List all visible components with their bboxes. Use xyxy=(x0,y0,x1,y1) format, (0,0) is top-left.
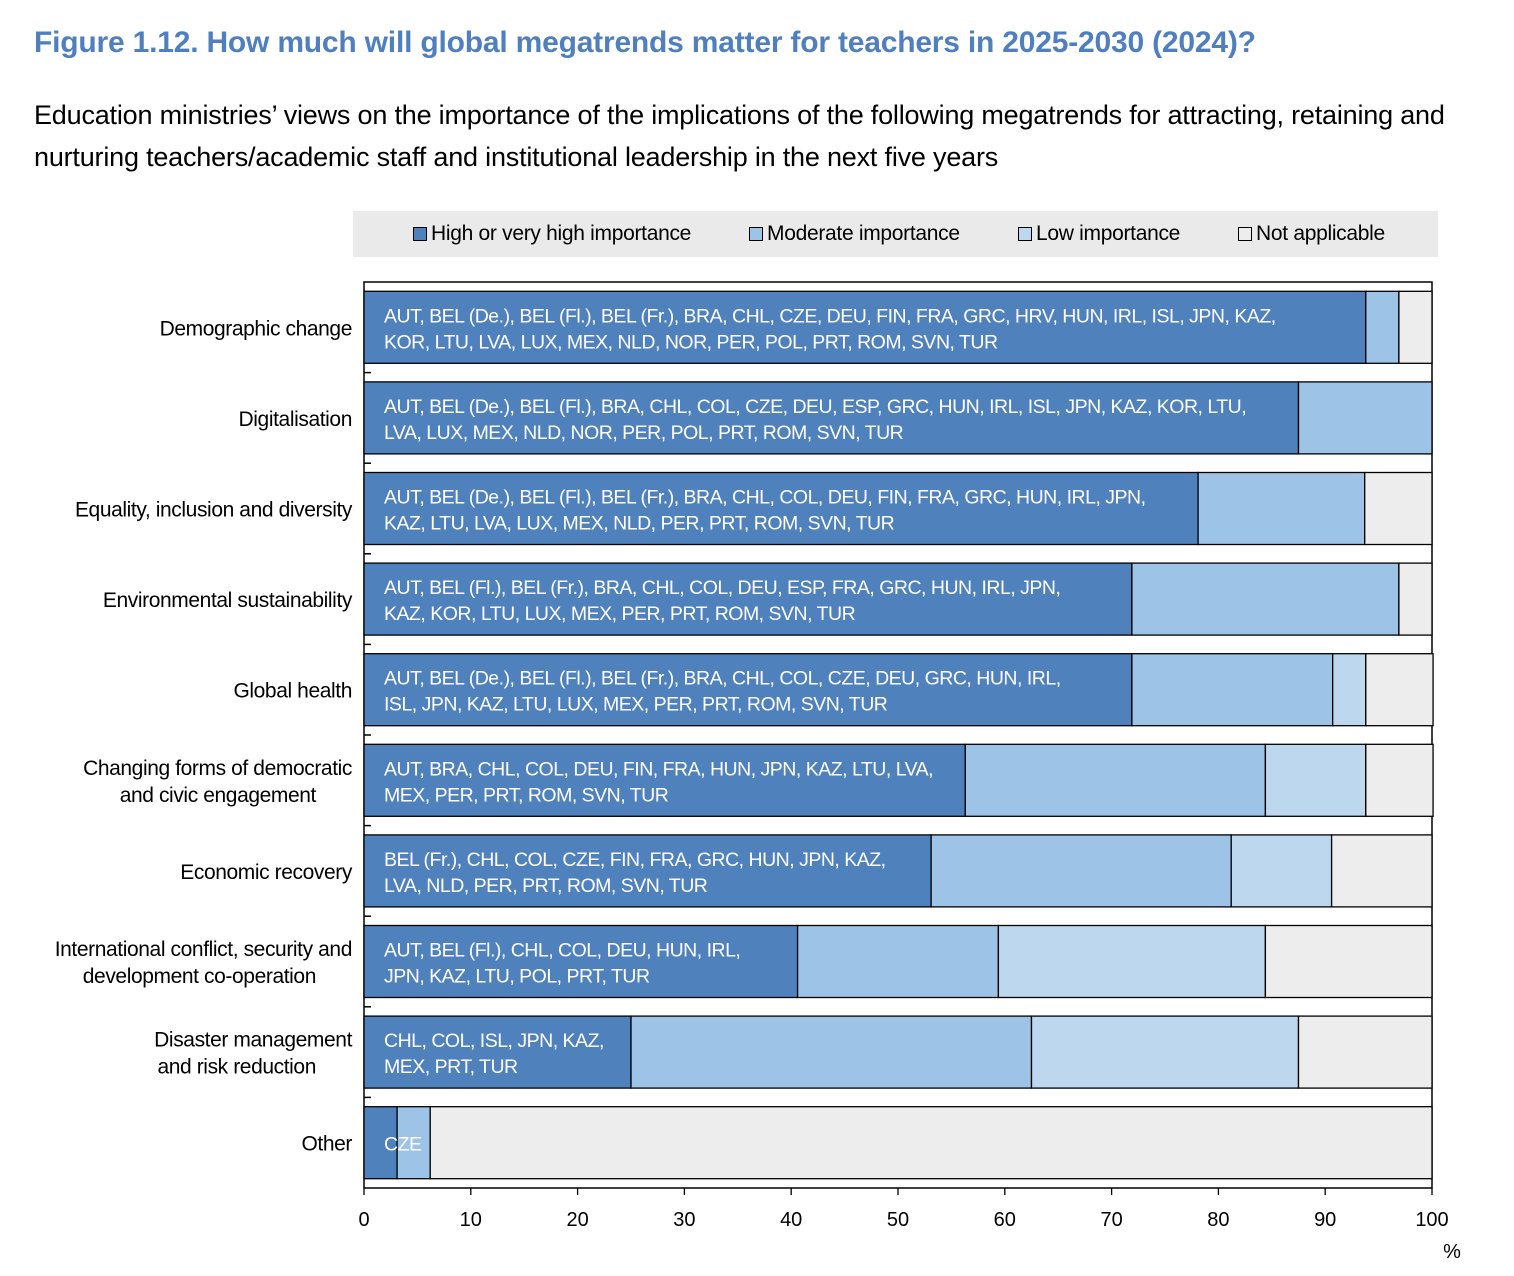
category-label-1: Demographic change xyxy=(160,317,352,340)
bar-moderate-6 xyxy=(964,743,1267,817)
bar-high-2 xyxy=(363,381,1300,455)
bar-moderate-4 xyxy=(1131,562,1400,636)
legend-swatch-na xyxy=(1238,227,1252,241)
bar-high-10 xyxy=(363,1106,398,1180)
category-label-2: Digitalisation xyxy=(239,408,352,431)
bar-moderate-8 xyxy=(796,924,1000,999)
bar-high-1 xyxy=(363,290,1367,364)
bar-moderate-2 xyxy=(1297,381,1433,455)
bar-moderate-7 xyxy=(930,834,1232,908)
bar-annotation-2: AUT, BEL (De.), BEL (Fl.), BRA, CHL, COL… xyxy=(384,396,1246,444)
bar-annotation-7: BEL (Fr.), CHL, COL, CZE, FIN, FRA, GRC,… xyxy=(384,849,886,897)
category-label-9: Disaster management and risk reduction xyxy=(154,1029,352,1079)
legend-label-high: High or very high importance xyxy=(431,222,692,245)
bar-na-5 xyxy=(1365,653,1434,727)
bar-low-9 xyxy=(1030,1015,1300,1089)
bar-na-9 xyxy=(1297,1015,1433,1089)
x-tick-label-90: 90 xyxy=(1314,1209,1336,1231)
bar-na-4 xyxy=(1398,562,1433,636)
bar-na-8 xyxy=(1264,924,1433,999)
category-label-10: Other xyxy=(301,1133,352,1156)
bar-annotation-10: CZE xyxy=(384,1134,422,1156)
bar-annotation-6: AUT, BRA, CHL, COL, DEU, FIN, FRA, HUN, … xyxy=(384,758,933,806)
x-tick-label-60: 60 xyxy=(994,1209,1016,1231)
bar-annotation-4: AUT, BEL (Fl.), BEL (Fr.), BRA, CHL, COL… xyxy=(384,577,1060,625)
category-label-4: Environmental sustainability xyxy=(103,589,353,612)
category-label-6: Changing forms of democratic and civic en… xyxy=(83,757,352,807)
bar-na-1 xyxy=(1398,290,1433,364)
bar-moderate-3 xyxy=(1197,471,1366,546)
bar-annotation-5: AUT, BEL (De.), BEL (Fl.), BEL (Fr.), BR… xyxy=(384,668,1061,716)
bar-na-10 xyxy=(429,1106,1433,1180)
bar-annotation-3: AUT, BEL (De.), BEL (Fl.), BEL (Fr.), BR… xyxy=(384,487,1146,535)
legend-item-low: Low importance xyxy=(1018,211,1180,257)
bar-low-5 xyxy=(1332,653,1367,727)
bar-low-7 xyxy=(1230,834,1333,908)
legend-item-na: Not applicable xyxy=(1238,211,1385,257)
legend-swatch-low xyxy=(1018,227,1032,241)
x-axis-label: % xyxy=(1443,1241,1461,1263)
legend-swatch-high xyxy=(413,227,427,241)
bar-low-8 xyxy=(997,924,1267,999)
bar-high-8 xyxy=(363,924,799,999)
x-tick-label-40: 40 xyxy=(780,1209,802,1231)
x-tick-label-70: 70 xyxy=(1100,1209,1122,1231)
category-label-5: Global health xyxy=(233,680,352,703)
bar-high-5 xyxy=(363,653,1133,727)
legend-item-high: High or very high importance xyxy=(413,211,691,257)
x-tick-label-100: 100 xyxy=(1415,1209,1448,1231)
bar-moderate-9 xyxy=(630,1015,1033,1089)
legend-label-moderate: Moderate importance xyxy=(767,222,960,245)
bar-high-3 xyxy=(363,471,1199,546)
bar-low-6 xyxy=(1264,743,1367,817)
bar-high-7 xyxy=(363,834,932,908)
bar-annotation-8: AUT, BEL (Fl.), CHL, COL, DEU, HUN, IRL,… xyxy=(384,940,740,988)
bar-na-6 xyxy=(1365,743,1434,817)
x-tick-label-0: 0 xyxy=(358,1209,369,1231)
category-label-7: Economic recovery xyxy=(180,861,353,884)
x-tick-label-80: 80 xyxy=(1207,1209,1229,1231)
bar-high-4 xyxy=(363,562,1133,636)
category-label-3: Equality, inclusion and diversity xyxy=(75,499,353,522)
legend-item-moderate: Moderate importance xyxy=(749,211,960,257)
bar-moderate-5 xyxy=(1131,653,1334,727)
x-tick-label-30: 30 xyxy=(673,1209,695,1231)
bar-moderate-10 xyxy=(396,1106,431,1180)
bar-annotation-9: CHL, COL, ISL, JPN, KAZ, MEX, PRT, TUR xyxy=(384,1030,604,1078)
x-tick-label-20: 20 xyxy=(566,1209,588,1231)
figure-subtitle: Education ministries’ views on the impor… xyxy=(34,100,1445,172)
bar-na-3 xyxy=(1364,471,1433,546)
chart-legend: High or very high importance Moderate im… xyxy=(353,211,1438,257)
bar-moderate-1 xyxy=(1365,290,1400,364)
x-tick-label-50: 50 xyxy=(887,1209,909,1231)
x-tick-label-10: 10 xyxy=(460,1209,482,1231)
figure-title: Figure 1.12. How much will global megatr… xyxy=(34,26,1256,59)
legend-swatch-moderate xyxy=(749,227,763,241)
bar-high-6 xyxy=(363,743,966,817)
legend-label-na: Not applicable xyxy=(1256,222,1385,245)
bar-high-9 xyxy=(363,1015,632,1089)
category-label-8: International conflict, security and deve… xyxy=(55,938,352,988)
legend-label-low: Low importance xyxy=(1036,222,1181,245)
bar-na-7 xyxy=(1330,834,1433,908)
bar-annotation-1: AUT, BEL (De.), BEL (Fl.), BEL (Fr.), BR… xyxy=(384,305,1276,353)
